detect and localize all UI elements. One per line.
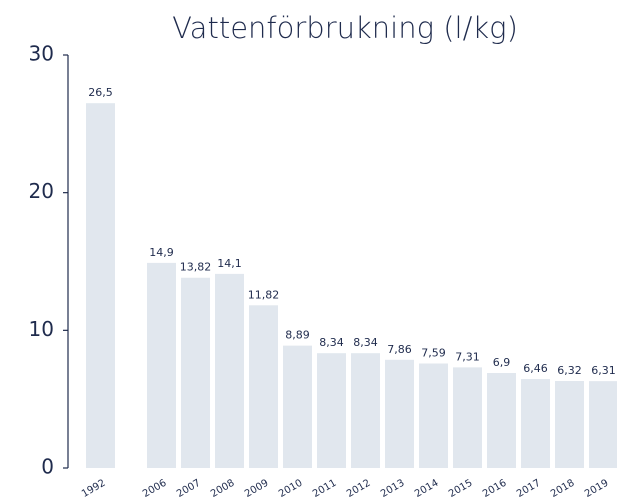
value-label: 8,34 — [353, 336, 378, 349]
x-tick-label: 2010 — [277, 478, 305, 500]
bar — [487, 373, 516, 468]
y-tick-label: 20 — [29, 179, 54, 203]
value-label: 26,5 — [88, 86, 113, 99]
x-tick-label: 2017 — [515, 478, 543, 500]
x-tick-label: 1992 — [80, 478, 108, 500]
value-label: 7,31 — [455, 350, 480, 363]
value-label: 11,82 — [248, 288, 280, 301]
x-tick-label: 2015 — [447, 478, 475, 500]
bar — [419, 363, 448, 468]
y-tick-label: 30 — [29, 42, 54, 66]
x-tick-label: 2007 — [175, 478, 203, 500]
value-label: 8,34 — [319, 336, 344, 349]
value-label: 14,9 — [149, 246, 174, 259]
x-tick-label: 2013 — [379, 478, 407, 500]
x-tick-label: 2008 — [209, 478, 237, 500]
bar — [317, 353, 346, 468]
x-tick-label: 2018 — [549, 478, 577, 500]
y-tick-label: 0 — [41, 455, 54, 479]
bar — [385, 359, 414, 468]
x-tick-label: 2006 — [141, 478, 169, 500]
chart-title: Vattenförbrukning (l/kg) — [172, 11, 518, 45]
value-label: 6,46 — [523, 362, 548, 375]
bar — [249, 305, 278, 468]
bar — [351, 353, 380, 468]
bar — [283, 345, 312, 468]
x-tick-label: 2014 — [413, 478, 441, 500]
bar — [181, 277, 210, 468]
bar — [589, 381, 617, 468]
bar — [86, 103, 115, 468]
value-label: 6,31 — [591, 364, 616, 377]
value-label: 13,82 — [180, 261, 212, 274]
x-tick-label: 2011 — [311, 478, 339, 500]
bar — [215, 273, 244, 468]
value-label: 6,32 — [557, 364, 582, 377]
x-tick-label: 2019 — [583, 478, 611, 500]
value-label: 6,9 — [493, 356, 511, 369]
value-label: 7,86 — [387, 343, 412, 356]
bar — [555, 380, 584, 468]
bar — [147, 262, 176, 468]
bar — [453, 367, 482, 468]
y-tick-label: 10 — [29, 317, 54, 341]
value-label: 8,89 — [285, 329, 310, 342]
x-tick-label: 2012 — [345, 478, 373, 500]
value-label: 14,1 — [217, 257, 242, 270]
x-tick-label: 2016 — [481, 478, 509, 500]
bar — [521, 379, 550, 468]
value-label: 7,59 — [421, 347, 446, 360]
x-tick-label: 2009 — [243, 478, 271, 500]
